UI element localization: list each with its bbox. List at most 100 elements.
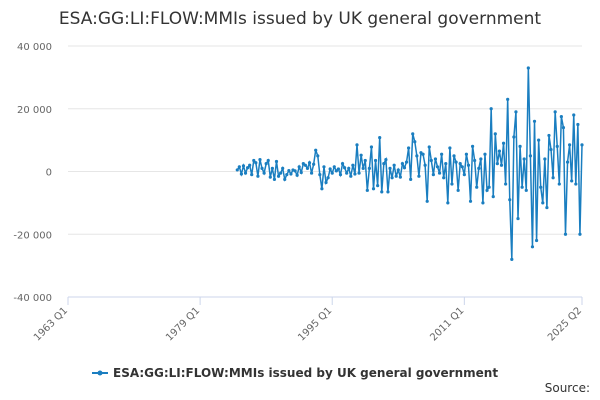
data-point [326,176,330,180]
data-point [266,158,270,163]
data-point [363,158,367,163]
data-point [574,182,578,186]
data-point [539,185,543,189]
data-point [386,190,390,194]
data-point [499,163,504,167]
data-point [440,152,444,156]
data-point [367,166,371,170]
data-point [361,166,365,170]
data-point [241,164,246,168]
data-point [466,163,471,167]
data-point [454,160,458,164]
data-point [411,132,415,136]
data-point [532,119,537,123]
data-point [563,232,568,236]
data-point [380,190,384,194]
data-point [376,184,380,188]
data-point [316,154,320,158]
y-tick-label: 40 000 [17,42,52,53]
data-point [349,174,353,178]
data-point [506,97,510,101]
data-point [429,158,433,163]
data-point [549,147,553,152]
data-point [537,138,541,142]
data-point [293,169,297,173]
data-point [299,170,303,175]
data-point [458,162,462,166]
data-point [568,143,572,147]
data-point [334,169,338,173]
data-point [270,166,274,170]
data-point [274,159,279,164]
x-tick-label: 2011 Q1 [428,305,466,343]
data-point [338,173,343,177]
data-point [493,132,497,136]
data-point [534,238,539,243]
data-point [413,140,417,144]
data-point [328,167,332,171]
data-point [514,110,518,114]
data-point [528,154,532,158]
data-point [417,174,421,178]
data-point [557,182,561,186]
data-point [384,157,388,162]
data-point [473,158,477,163]
data-point [320,187,324,191]
data-point [501,141,506,145]
data-point [382,162,386,166]
data-point [318,173,322,177]
y-tick-label: -20 000 [13,230,52,241]
data-point [235,168,239,172]
data-point [279,171,283,175]
data-point [345,171,349,175]
data-point [378,136,382,140]
x-tick-label: 2025 Q2 [546,305,584,343]
data-point [481,201,485,205]
data-point [450,182,454,186]
data-point [547,133,551,138]
data-point [324,180,328,185]
data-point [415,154,419,158]
data-point [425,199,429,203]
data-point [312,162,316,166]
data-point [332,165,336,169]
data-point [407,146,411,150]
data-point [371,187,376,191]
data-point [497,149,502,153]
data-point [572,113,576,117]
data-point [260,166,264,170]
data-point [297,165,301,169]
data-point [516,216,520,221]
data-point [365,188,369,192]
data-point [487,185,491,189]
data-point [545,205,549,210]
data-point [353,172,357,176]
data-point [524,188,528,192]
data-point [264,162,268,166]
data-point [402,166,407,170]
data-point [309,171,314,175]
data-point [462,173,466,177]
data-point [283,177,287,181]
data-point [276,174,281,178]
data-point [433,157,438,161]
legend-label: ESA:GG:LI:FLOW:MMIs issued by UK general… [113,366,498,380]
data-point [464,152,469,156]
data-point [435,165,440,169]
data-point [512,135,516,139]
x-tick-label: 1963 Q1 [32,305,70,343]
data-point [444,162,448,166]
data-point [570,179,574,183]
data-point [243,171,248,175]
data-point [518,144,522,148]
data-point [477,166,481,170]
data-point [541,201,545,205]
data-point [495,162,499,166]
data-point [437,171,442,175]
data-point [252,158,256,163]
data-point [456,188,460,192]
data-point [245,166,250,170]
data-point [256,174,260,178]
data-point [508,198,512,202]
